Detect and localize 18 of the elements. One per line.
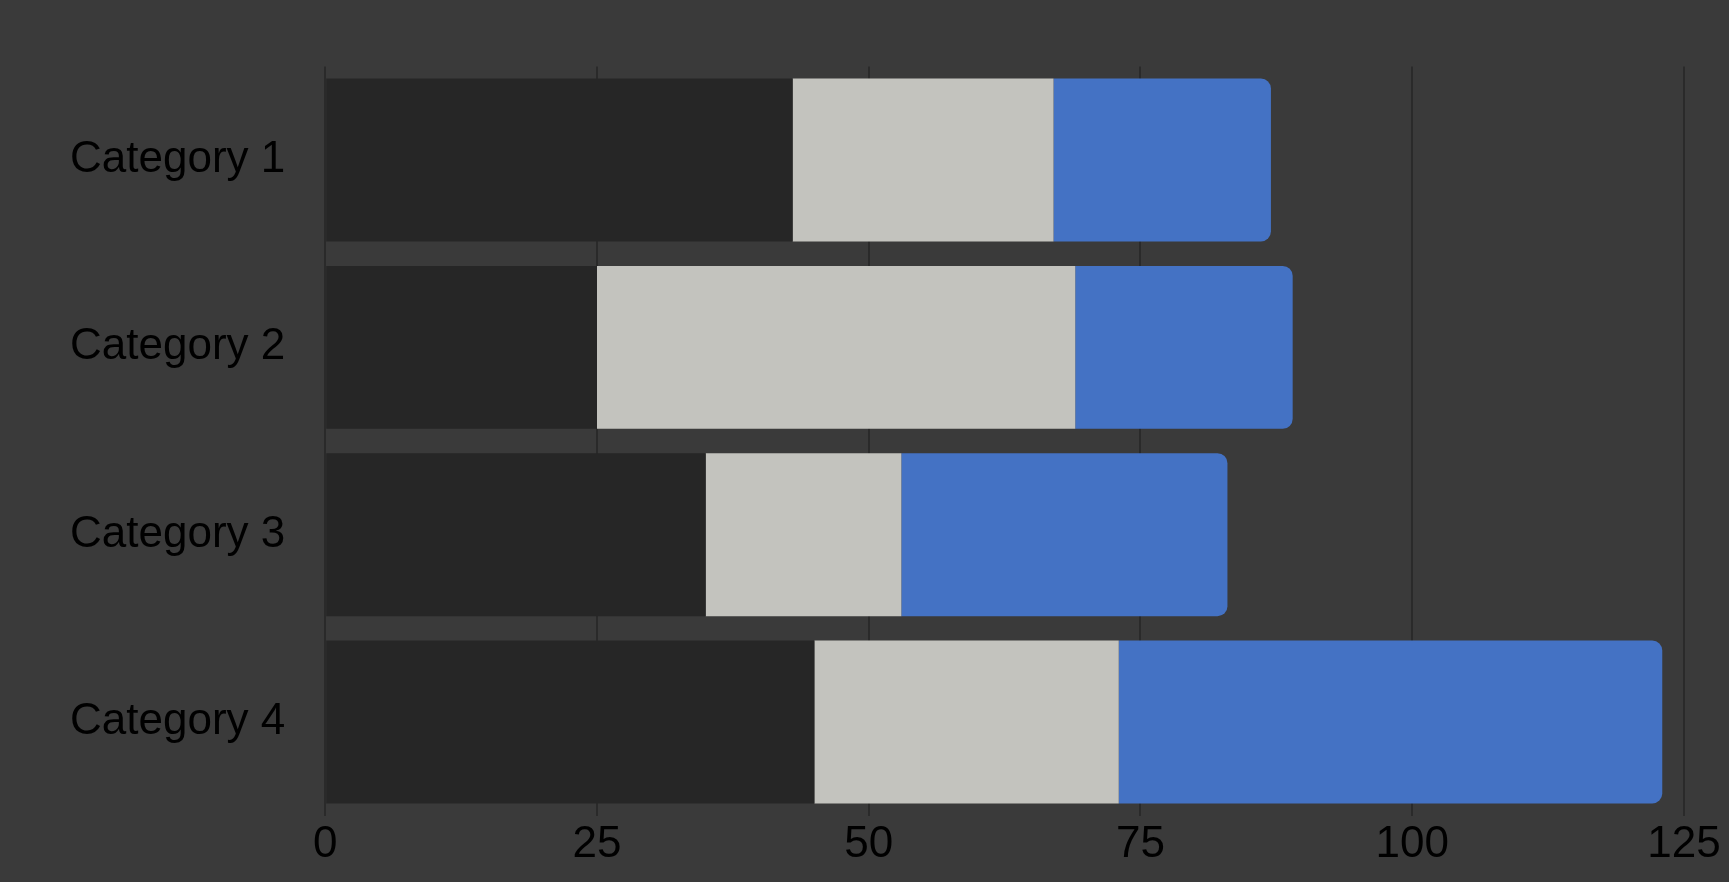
bar bbox=[814, 640, 1119, 804]
y-tick-label: Category 3 bbox=[70, 506, 286, 556]
bar bbox=[705, 453, 902, 617]
x-tick-label: 50 bbox=[844, 817, 894, 867]
x-tick-label: 25 bbox=[572, 817, 622, 867]
x-tick-label: 125 bbox=[1647, 817, 1721, 867]
x-tick-label: 100 bbox=[1375, 817, 1449, 867]
bar bbox=[1053, 78, 1271, 242]
y-tick-label: Category 2 bbox=[70, 319, 286, 369]
bar bbox=[792, 78, 1054, 242]
x-tick-label: 0 bbox=[312, 817, 338, 867]
bar bbox=[901, 453, 1228, 617]
y-tick-label: Category 4 bbox=[70, 694, 286, 744]
bar bbox=[1118, 640, 1663, 804]
bar bbox=[1075, 265, 1293, 429]
y-tick-label: Category 1 bbox=[70, 132, 286, 182]
bar bbox=[596, 265, 1076, 429]
x-tick-label: 75 bbox=[1116, 817, 1165, 867]
